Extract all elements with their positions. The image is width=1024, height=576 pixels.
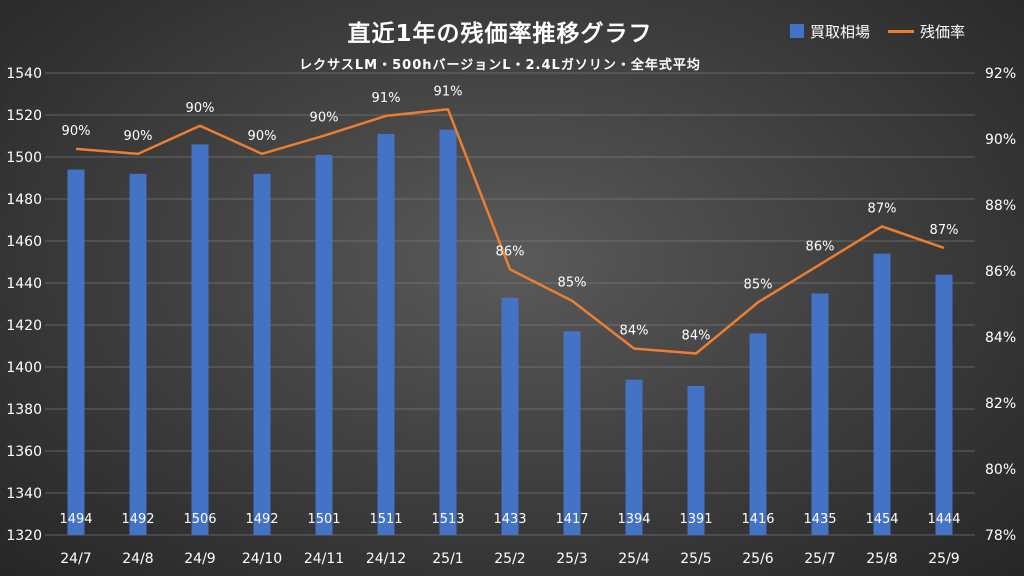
bar-value-label: 1494 xyxy=(59,512,92,527)
bar-value-label: 1416 xyxy=(741,512,774,527)
bar-value-label: 1391 xyxy=(679,512,712,527)
bar-value-labels: 1494 1492 1506 1492 1501 1511 1513 1433 1417 1394… xyxy=(59,512,960,527)
y-right-tick-label: 86% xyxy=(985,264,1016,280)
bar-value-label: 1506 xyxy=(183,512,216,527)
bar xyxy=(501,297,519,535)
line-percent-label: 91% xyxy=(434,84,463,99)
y-left-tick-label: 1420 xyxy=(6,318,42,334)
y-left-tick-label: 1520 xyxy=(6,108,42,124)
y-left-tick-label: 1540 xyxy=(6,66,42,82)
x-tick-label: 25/1 xyxy=(432,551,463,567)
line-percent-label: 90% xyxy=(248,129,277,144)
y-left-tick-label: 1440 xyxy=(6,276,42,292)
bar xyxy=(191,144,209,535)
bar-value-label: 1492 xyxy=(245,512,278,527)
bar-value-label: 1511 xyxy=(369,512,402,527)
line-percent-label: 90% xyxy=(62,124,91,139)
x-tick-label: 25/3 xyxy=(556,551,587,567)
x-tick-label: 24/9 xyxy=(184,551,215,567)
chart-subtitle: レクサスLM・500hバージョンL・2.4Lガソリン・全年式平均 xyxy=(299,58,701,73)
bar-value-label: 1444 xyxy=(927,512,960,527)
line-percent-label: 90% xyxy=(124,129,153,144)
y-right-tick-label: 90% xyxy=(985,132,1016,148)
y-right-tick-label: 78% xyxy=(985,528,1016,544)
line-percent-label: 90% xyxy=(186,101,215,116)
legend-line-label: 残価率 xyxy=(920,22,966,41)
x-axis: 24/7 24/8 24/9 24/10 24/11 24/12 25/1 25/2 25/3 2… xyxy=(60,551,959,567)
y-right-tick-label: 92% xyxy=(985,66,1016,82)
y-left-tick-label: 1460 xyxy=(6,234,42,250)
legend-bar-label: 買取相場 xyxy=(810,22,871,41)
y-right-tick-label: 80% xyxy=(985,462,1016,478)
bar xyxy=(253,173,271,536)
rate-line xyxy=(75,108,945,355)
legend-item-bar: 買取相場 xyxy=(790,21,870,42)
y-right-tick-label: 82% xyxy=(985,396,1016,412)
x-tick-label: 24/12 xyxy=(366,551,406,567)
line-percent-label: 91% xyxy=(372,91,401,106)
line-percent-label: 90% xyxy=(310,111,339,126)
line-percent-label: 87% xyxy=(930,223,959,238)
x-tick-label: 24/7 xyxy=(60,551,91,567)
x-tick-label: 24/10 xyxy=(242,551,282,567)
chart-title: 直近1年の残価率推移グラフ xyxy=(347,21,653,47)
line-percent-label: 86% xyxy=(806,239,835,254)
bar-value-label: 1513 xyxy=(431,512,464,527)
bar xyxy=(687,385,705,535)
x-tick-label: 25/9 xyxy=(928,551,959,567)
y-axis-left: 1320 1340 1360 1380 1400 1420 1440 1460 1480 1500… xyxy=(6,66,42,544)
x-tick-label: 24/8 xyxy=(122,551,153,567)
line-percent-label: 84% xyxy=(620,324,649,339)
y-left-tick-label: 1400 xyxy=(6,360,42,376)
bar-value-label: 1492 xyxy=(121,512,154,527)
bar xyxy=(315,154,333,535)
line-percent-labels: 90% 90% 90% 90% 90% 91% 91% 86% 85% 84% 84% 85% 86% 8… xyxy=(62,84,959,343)
x-tick-label: 25/7 xyxy=(804,551,835,567)
bar xyxy=(749,333,767,535)
y-right-tick-label: 88% xyxy=(985,198,1016,214)
chart-legend: 買取相場 残価率 xyxy=(790,20,983,42)
bar-value-label: 1501 xyxy=(307,512,340,527)
bar xyxy=(129,173,147,536)
x-tick-label: 25/4 xyxy=(618,551,650,567)
bar xyxy=(873,253,891,535)
bar xyxy=(563,331,581,535)
bar xyxy=(811,293,829,535)
bar xyxy=(625,379,643,535)
y-left-tick-label: 1480 xyxy=(6,192,42,208)
y-left-tick-label: 1340 xyxy=(6,486,42,502)
line-series xyxy=(75,108,945,355)
y-left-tick-label: 1360 xyxy=(6,444,42,460)
line-percent-label: 87% xyxy=(868,201,897,216)
bar-value-label: 1394 xyxy=(617,512,650,527)
line-percent-label: 85% xyxy=(744,277,773,292)
y-axis-right: 78% 80% 82% 84% 86% 88% 90% 92% xyxy=(985,66,1016,544)
bar xyxy=(67,169,85,535)
y-left-tick-label: 1320 xyxy=(6,528,42,544)
y-right-tick-label: 84% xyxy=(985,330,1016,346)
x-tick-label: 25/2 xyxy=(494,551,525,567)
bar-value-label: 1435 xyxy=(803,512,836,527)
x-tick-label: 24/11 xyxy=(304,551,344,567)
x-tick-label: 25/5 xyxy=(680,551,711,567)
legend-line-swatch xyxy=(888,29,915,33)
line-percent-label: 84% xyxy=(682,329,711,344)
bar xyxy=(377,133,395,535)
bar xyxy=(935,274,953,535)
legend-bar-swatch xyxy=(790,24,804,38)
bar xyxy=(439,129,457,535)
bar-value-label: 1454 xyxy=(865,512,898,527)
bar-series xyxy=(67,129,953,536)
line-percent-label: 86% xyxy=(496,244,525,259)
legend-item-line: 残価率 xyxy=(888,21,965,42)
x-tick-label: 25/8 xyxy=(866,551,897,567)
bar-value-label: 1433 xyxy=(493,512,526,527)
x-tick-label: 25/6 xyxy=(742,551,774,567)
line-percent-label: 85% xyxy=(558,276,587,291)
bar-value-label: 1417 xyxy=(555,512,588,527)
y-left-tick-label: 1500 xyxy=(6,150,42,166)
y-left-tick-label: 1380 xyxy=(6,402,42,418)
